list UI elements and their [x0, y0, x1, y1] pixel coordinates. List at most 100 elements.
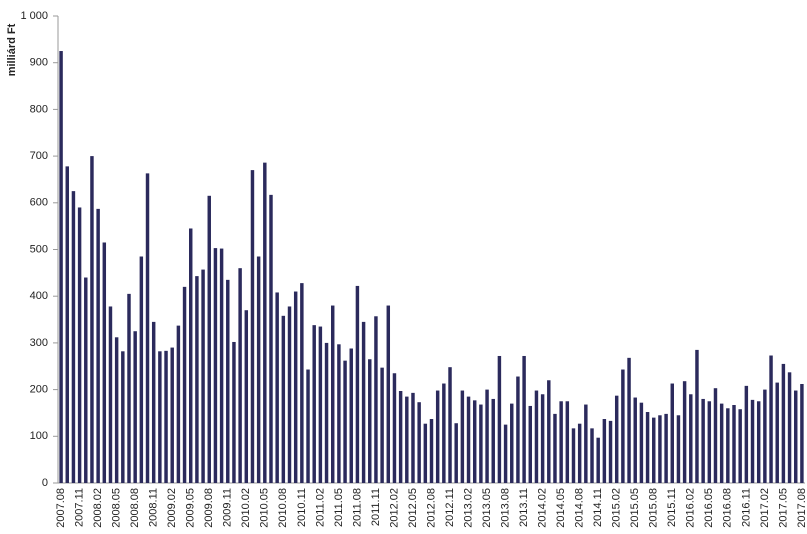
x-tick-label: 2009.08 — [203, 488, 215, 528]
x-tick-label: 2012.11 — [444, 488, 456, 527]
x-tick-label: 2010.08 — [277, 488, 289, 528]
bar — [238, 268, 242, 483]
y-tick-label: 800 — [30, 103, 48, 115]
bar — [565, 401, 570, 483]
bar — [540, 394, 545, 483]
bar — [71, 191, 76, 483]
bar — [195, 276, 199, 483]
x-tick-label: 2015.11 — [666, 488, 678, 527]
bar — [664, 413, 668, 483]
x-tick-label: 2009.05 — [185, 488, 197, 528]
bar — [361, 321, 366, 483]
bar — [769, 355, 773, 483]
x-tick-label: 2012.05 — [407, 488, 419, 528]
bar — [318, 326, 323, 483]
bar — [614, 395, 619, 483]
bar — [479, 404, 483, 483]
bar — [775, 382, 779, 483]
bar — [491, 398, 495, 483]
x-tick-label: 2016.08 — [722, 488, 734, 528]
y-tick-label: 1 000 — [20, 10, 48, 22]
bar — [330, 305, 335, 483]
bar — [201, 269, 205, 483]
bar — [621, 369, 625, 483]
x-tick-label: 2014.11 — [592, 488, 604, 527]
bar — [411, 392, 415, 483]
bar — [114, 337, 119, 483]
bar — [781, 363, 786, 483]
bar — [337, 344, 341, 483]
bar — [127, 293, 131, 483]
x-tick-label: 2010.11 — [296, 488, 308, 527]
bar — [553, 413, 557, 483]
bar — [763, 389, 767, 483]
bar — [355, 285, 360, 483]
x-tick-label: 2017.02 — [759, 488, 771, 528]
bar — [380, 367, 384, 483]
bar — [596, 437, 600, 483]
x-tick-label: 2012.08 — [425, 488, 437, 528]
bar — [516, 376, 520, 483]
y-tick-label: 700 — [30, 150, 48, 162]
bar — [627, 357, 631, 483]
x-tick-label: 2013.11 — [518, 488, 530, 527]
y-tick-label: 500 — [30, 243, 48, 255]
bar — [182, 286, 187, 483]
bar — [559, 401, 563, 483]
bar — [96, 208, 100, 483]
bar — [176, 325, 181, 483]
bar — [460, 390, 465, 483]
x-tick-label: 2015.08 — [648, 488, 660, 528]
bar — [472, 400, 477, 483]
bar — [306, 369, 310, 483]
bar — [269, 194, 273, 483]
x-tick-label: 2016.02 — [685, 488, 697, 528]
y-tick-label: 200 — [30, 384, 48, 396]
bar — [164, 350, 168, 483]
bar — [287, 306, 292, 483]
bar — [639, 402, 644, 483]
bar — [189, 228, 193, 483]
bar — [250, 170, 255, 484]
bar — [145, 173, 150, 483]
bar — [528, 405, 533, 483]
y-tick-label: 100 — [30, 430, 48, 442]
x-tick-label: 2011.11 — [370, 488, 382, 526]
x-tick-label: 2014.05 — [555, 488, 567, 528]
bar — [405, 396, 409, 483]
bar — [590, 428, 594, 483]
x-tick-label: 2007.11 — [74, 488, 86, 527]
bar — [534, 390, 539, 483]
x-tick-label: 2014.08 — [574, 488, 586, 528]
bar — [232, 341, 236, 483]
bar — [263, 162, 267, 483]
x-tick-label: 2017.08 — [796, 488, 807, 528]
bar — [577, 423, 582, 483]
bar — [343, 360, 347, 483]
bar — [522, 355, 526, 483]
bar — [226, 279, 230, 483]
bar — [719, 403, 724, 483]
bar — [139, 256, 144, 483]
bar — [423, 423, 428, 483]
bar — [219, 248, 224, 483]
bar — [794, 390, 798, 483]
bar — [275, 292, 279, 483]
bar — [59, 51, 63, 484]
bar — [121, 351, 125, 483]
bar — [503, 424, 508, 483]
bar — [90, 156, 94, 483]
bar — [65, 166, 69, 483]
bar — [726, 408, 730, 483]
bar — [442, 383, 446, 483]
bar — [608, 420, 613, 483]
bar — [670, 383, 674, 483]
bar — [293, 291, 298, 483]
bar — [454, 423, 458, 483]
bar — [713, 388, 718, 483]
x-tick-label: 2008.02 — [92, 488, 104, 528]
x-tick-label: 2015.05 — [629, 488, 641, 528]
bar — [244, 310, 249, 483]
bar — [368, 359, 372, 483]
bar — [787, 372, 792, 483]
